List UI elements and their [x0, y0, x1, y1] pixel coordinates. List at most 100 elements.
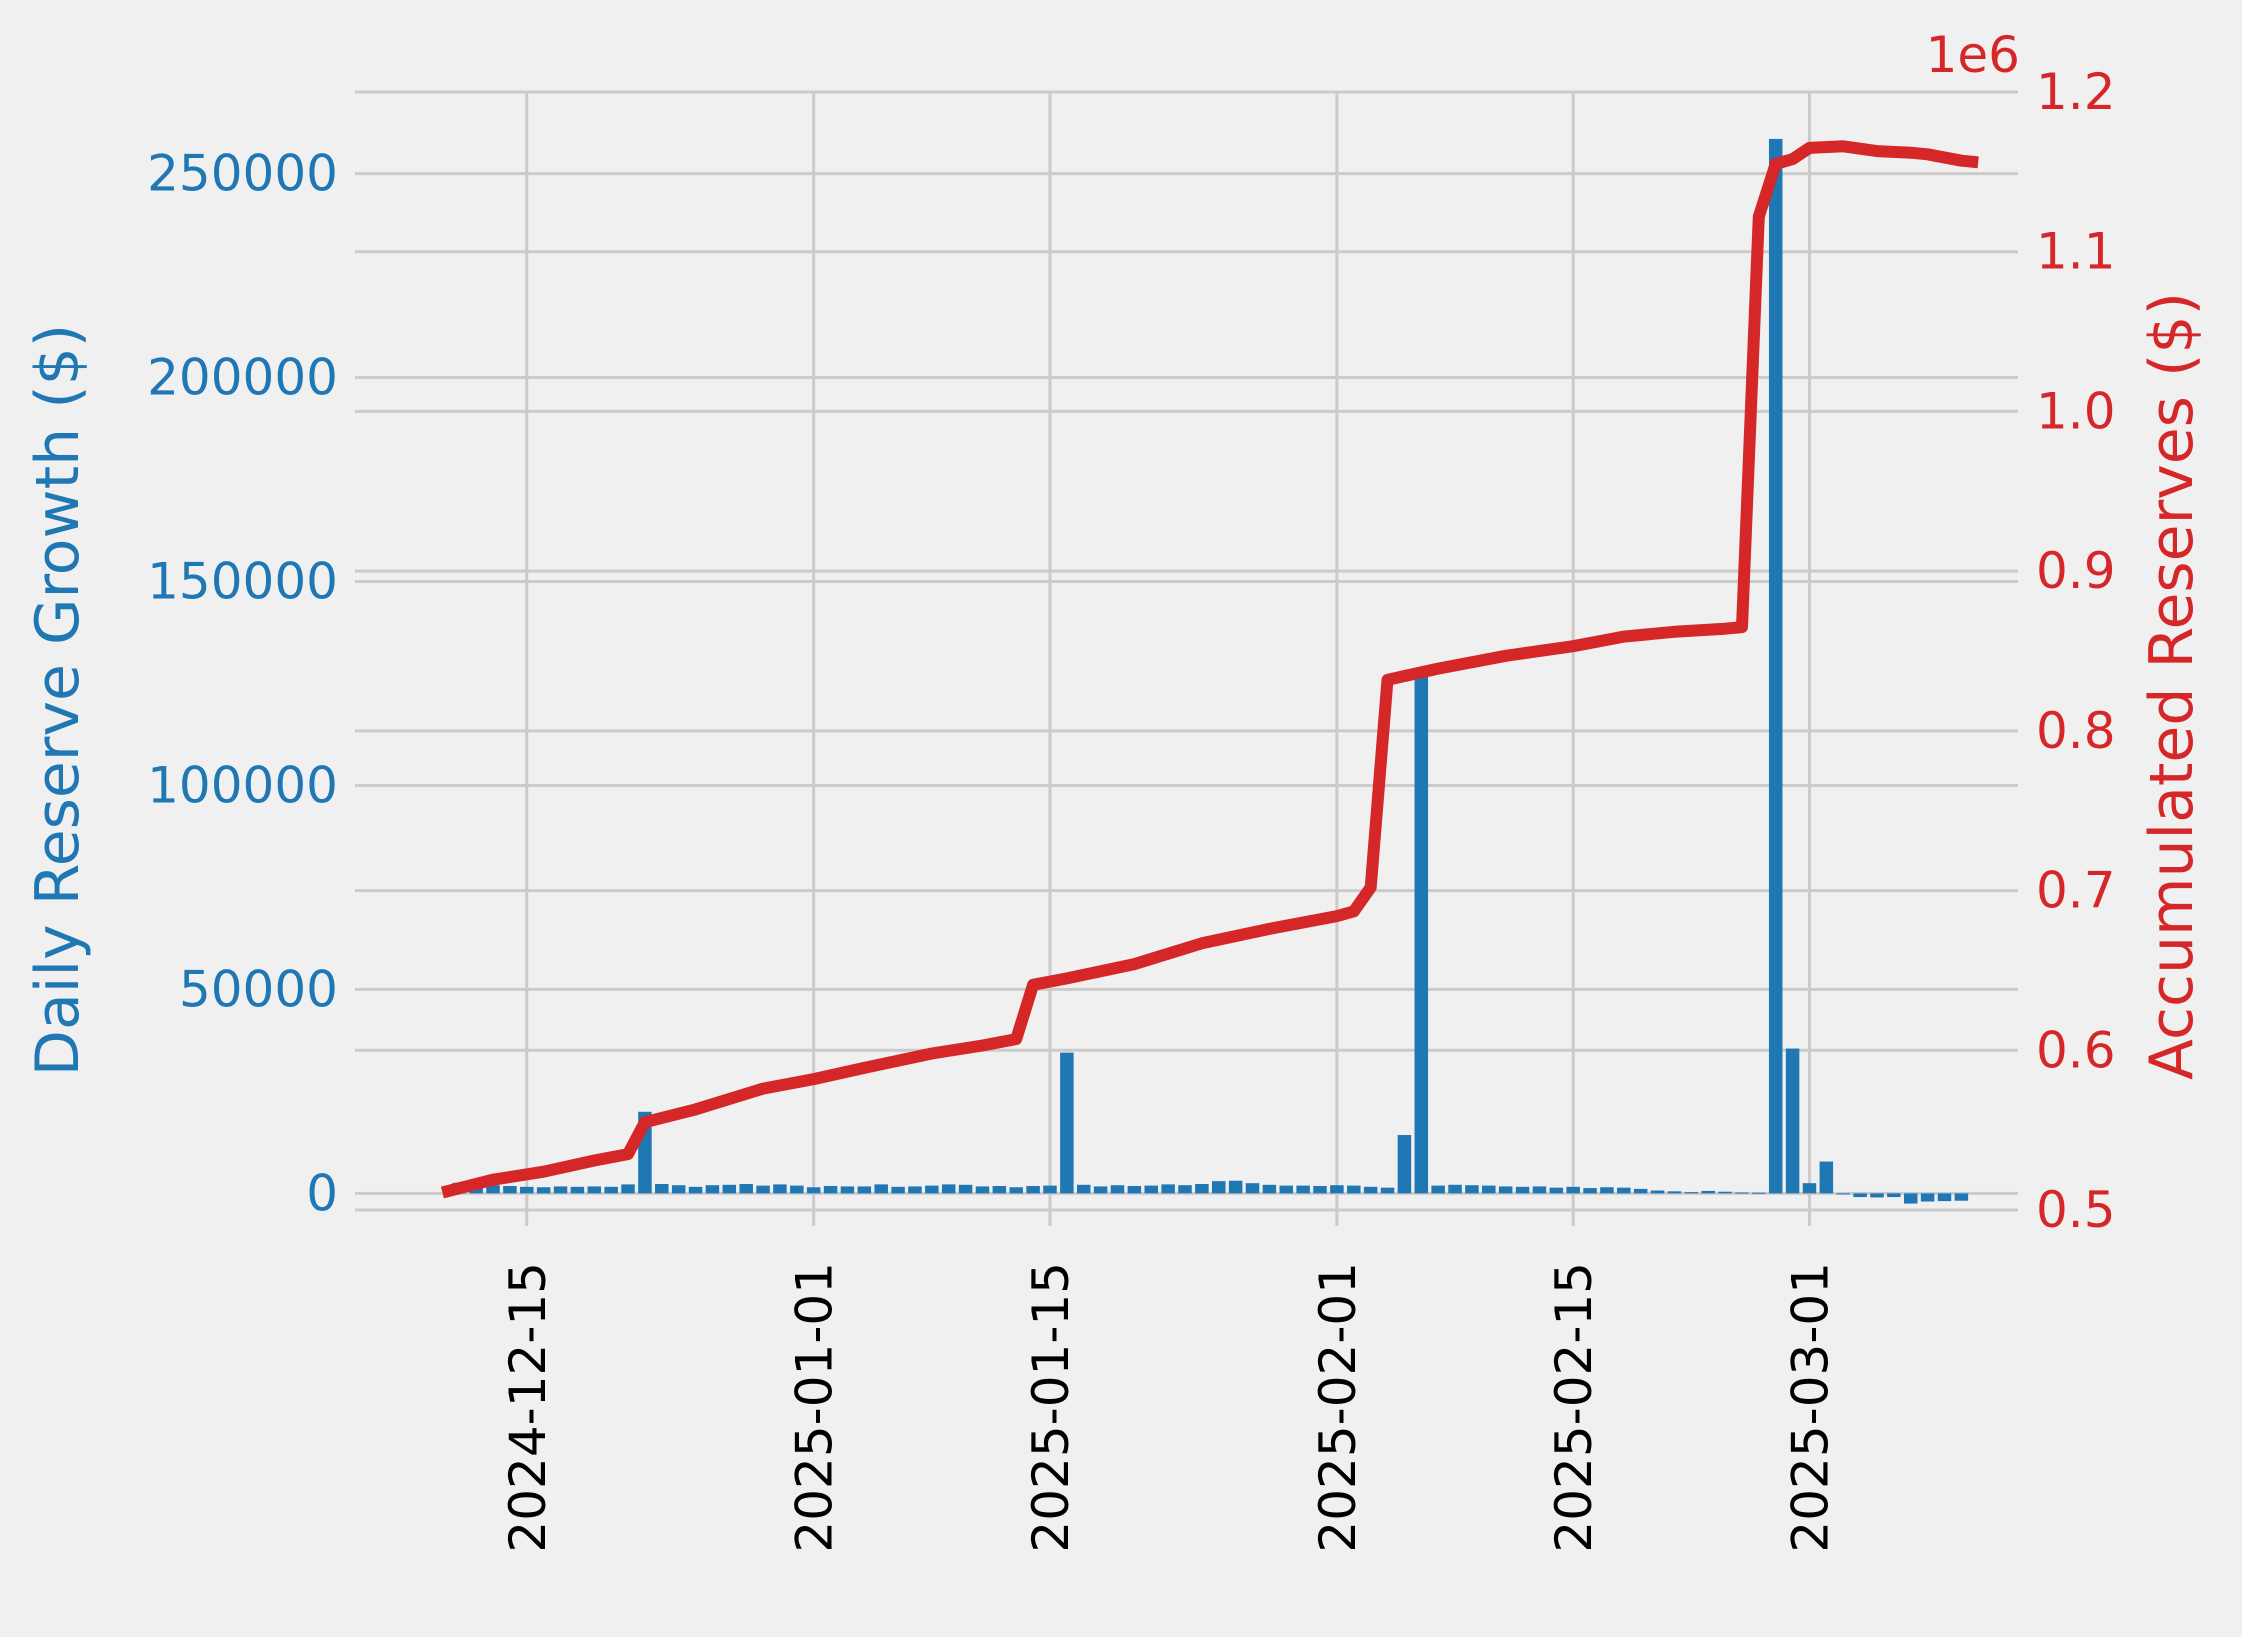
- bar: [739, 1183, 753, 1194]
- left-y-axis-label: Daily Reserve Growth ($): [23, 324, 93, 1076]
- bar: [1178, 1185, 1192, 1194]
- right-y-tick-label: 0.5: [2036, 1181, 2116, 1239]
- bar: [1330, 1185, 1344, 1194]
- bar: [1785, 1048, 1800, 1194]
- bar: [1752, 1192, 1766, 1194]
- bar: [503, 1186, 517, 1194]
- right-y-gridlines: [355, 90, 2018, 1212]
- bar: [1414, 667, 1429, 1194]
- left-y-tick-label: 150000: [147, 552, 338, 610]
- right-y-tick-labels: 0.5 0.6 0.7 0.8 0.9 1.0 1.1 1.2: [2036, 63, 2116, 1239]
- bar: [1836, 1193, 1850, 1195]
- bar: [1617, 1187, 1631, 1194]
- bar: [941, 1184, 956, 1194]
- bar: [1802, 1183, 1817, 1194]
- x-tick-label: 2025-02-15: [1545, 1262, 1603, 1553]
- bar: [1009, 1187, 1023, 1194]
- bar: [520, 1186, 534, 1194]
- x-tick-label: 2025-01-01: [786, 1262, 844, 1553]
- x-tick-label: 2025-01-15: [1022, 1262, 1080, 1553]
- x-tick-labels: 2024-12-15 2025-01-01 2025-01-15 2025-02-01…: [499, 1262, 1840, 1553]
- bar: [1093, 1186, 1108, 1194]
- bar: [1195, 1183, 1209, 1194]
- bar: [621, 1184, 635, 1194]
- bar: [1313, 1186, 1327, 1194]
- x-gridlines: [525, 92, 1811, 1226]
- bar: [671, 1185, 686, 1194]
- bar: [688, 1186, 703, 1194]
- line-series: [440, 140, 1979, 1199]
- bar: [840, 1186, 855, 1194]
- bar: [1279, 1185, 1294, 1194]
- bar: [1127, 1186, 1142, 1194]
- bar: [1245, 1183, 1260, 1194]
- bar: [1701, 1190, 1715, 1194]
- x-tick-label: 2025-03-01: [1781, 1262, 1839, 1553]
- bar: [1515, 1186, 1530, 1194]
- bar: [1110, 1185, 1125, 1194]
- bar: [975, 1186, 990, 1194]
- bar: [857, 1186, 872, 1194]
- bar: [1482, 1185, 1496, 1194]
- bar: [1768, 138, 1783, 1194]
- bar: [1920, 1193, 1935, 1202]
- bar: [1684, 1192, 1699, 1194]
- bar: [823, 1186, 838, 1194]
- right-y-tick-label: 1.0: [2036, 382, 2116, 440]
- left-y-tick-label: 100000: [147, 756, 338, 814]
- bar: [1903, 1193, 1918, 1204]
- bar: [722, 1184, 737, 1194]
- bar: [587, 1186, 602, 1194]
- accumulated-reserves-line: [440, 140, 1979, 1199]
- bar: [958, 1184, 973, 1194]
- bar: [1397, 1135, 1412, 1194]
- right-y-offset-label: 1e6: [1926, 26, 2020, 84]
- bar: [1954, 1193, 1969, 1201]
- bar: [790, 1185, 804, 1194]
- bar: [1161, 1184, 1175, 1194]
- right-y-tick-label: 1.1: [2036, 223, 2116, 281]
- bar: [1600, 1187, 1614, 1194]
- bar: [604, 1186, 618, 1194]
- left-y-tick-label: 200000: [147, 349, 338, 407]
- bar: [1212, 1181, 1226, 1194]
- bar: [1431, 1185, 1445, 1194]
- bar: [486, 1185, 500, 1194]
- bar: [891, 1186, 905, 1194]
- left-y-tick-label: 0: [306, 1164, 338, 1222]
- bar: [1650, 1190, 1665, 1194]
- bar: [1060, 1052, 1074, 1194]
- bar: [1448, 1184, 1462, 1194]
- bar: [1144, 1185, 1158, 1194]
- bar-series: [452, 138, 1969, 1204]
- bar: [705, 1185, 720, 1194]
- bar: [1465, 1185, 1479, 1194]
- right-y-tick-label: 0.6: [2036, 1021, 2116, 1079]
- x-tick-label: 2024-12-15: [499, 1262, 557, 1553]
- bar: [1026, 1186, 1040, 1194]
- bar: [806, 1187, 821, 1194]
- bar: [1718, 1191, 1732, 1194]
- right-y-tick-label: 0.8: [2036, 702, 2116, 760]
- bar: [1887, 1193, 1901, 1198]
- bar: [1076, 1184, 1091, 1194]
- right-y-tick-label: 0.7: [2036, 862, 2116, 920]
- bar: [1043, 1185, 1057, 1194]
- bar: [1532, 1186, 1547, 1194]
- bar: [1735, 1192, 1749, 1194]
- bar: [536, 1187, 551, 1194]
- bar: [1262, 1184, 1277, 1194]
- bar: [925, 1185, 939, 1194]
- bar: [1583, 1188, 1597, 1194]
- bar: [1566, 1186, 1580, 1194]
- left-y-tick-label: 250000: [147, 145, 338, 203]
- right-y-tick-label: 0.9: [2036, 542, 2116, 600]
- bar: [1819, 1161, 1834, 1194]
- bar: [655, 1183, 669, 1194]
- bar: [1228, 1180, 1243, 1194]
- bar: [1667, 1191, 1682, 1194]
- bar: [1633, 1188, 1648, 1194]
- bar: [1937, 1193, 1952, 1202]
